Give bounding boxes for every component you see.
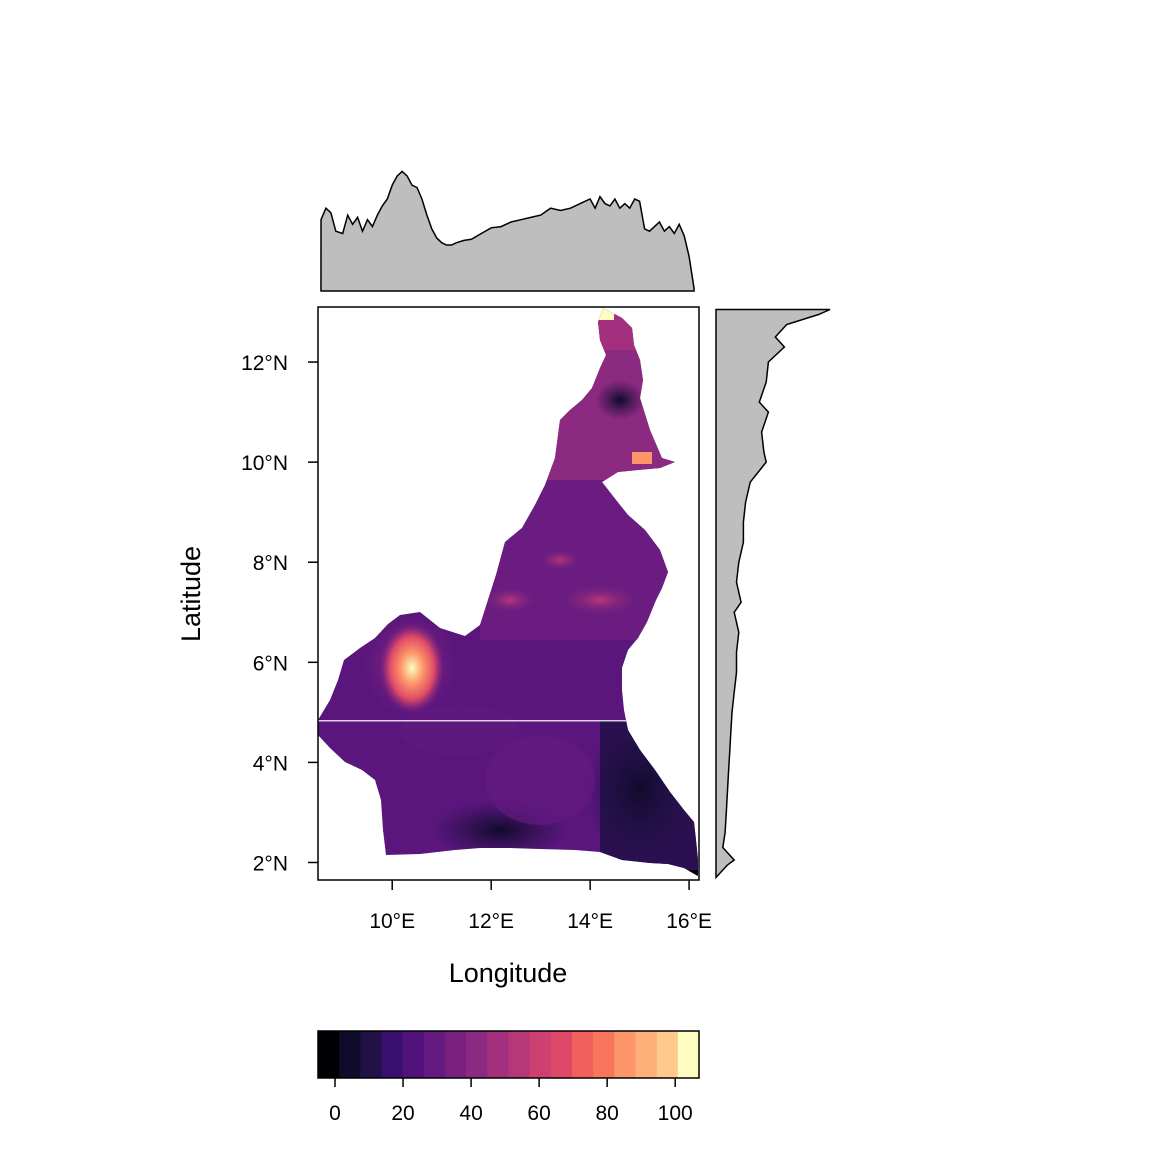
x-axis: 10°E 12°E 14°E 16°E: [369, 880, 712, 933]
y-tick-label: 8°N: [253, 552, 288, 575]
colorbar-tick-label: 80: [595, 1102, 618, 1125]
colorbar-swatch: [381, 1031, 404, 1078]
colorbar-swatch: [487, 1031, 510, 1078]
y-tick-label: 10°N: [241, 452, 288, 475]
colorbar-tick-label: 20: [391, 1102, 414, 1125]
x-tick-label: 14°E: [567, 910, 613, 933]
colorbar-swatch: [635, 1031, 658, 1078]
colorbar-swatch: [508, 1031, 531, 1078]
y-tick-label: 12°N: [241, 352, 288, 375]
y-tick-label: 4°N: [253, 752, 288, 775]
right-profile-area: [715, 308, 831, 880]
colorbar-swatch: [318, 1031, 340, 1078]
colorbar-swatch: [677, 1031, 700, 1078]
colorbar-swatch: [360, 1031, 383, 1078]
x-tick-label: 16°E: [666, 910, 712, 933]
colorbar-tick-label: 0: [329, 1102, 341, 1125]
y-tick-label: 6°N: [253, 652, 288, 675]
colorbar-tick-label: 40: [459, 1102, 482, 1125]
right-marginal-profile: [715, 308, 831, 880]
x-tick-label: 12°E: [468, 910, 514, 933]
colorbar: 0 20 40 60 80 100: [317, 1030, 700, 1125]
colorbar-tick-label: 60: [527, 1102, 550, 1125]
colorbar-swatch: [339, 1031, 361, 1078]
map-frame: [317, 306, 700, 881]
y-axis: 2°N 4°N 6°N 8°N 10°N 12°N: [241, 352, 318, 875]
colorbar-swatch: [572, 1031, 594, 1078]
colorbar-swatch: [466, 1031, 488, 1078]
top-profile-area: [320, 170, 695, 292]
colorbar-tick-label: 100: [658, 1102, 693, 1125]
colorbar-swatch: [550, 1031, 573, 1078]
x-axis-title: Longitude: [449, 958, 568, 988]
raster-cells: [318, 308, 698, 876]
y-tick-label: 2°N: [253, 852, 288, 875]
colorbar-swatch: [529, 1031, 552, 1078]
colorbar-frame: [317, 1030, 700, 1079]
y-axis-title: Latitude: [176, 546, 206, 642]
colorbar-swatch: [656, 1031, 679, 1078]
raster-map: [317, 306, 700, 881]
colorbar-swatch: [593, 1031, 615, 1078]
colorbar-swatch: [445, 1031, 467, 1078]
colorbar-swatch: [614, 1031, 637, 1078]
top-marginal-profile: [320, 170, 695, 292]
colorbar-swatch: [423, 1031, 446, 1078]
colorbar-swatch: [402, 1031, 425, 1078]
x-tick-label: 10°E: [369, 910, 415, 933]
